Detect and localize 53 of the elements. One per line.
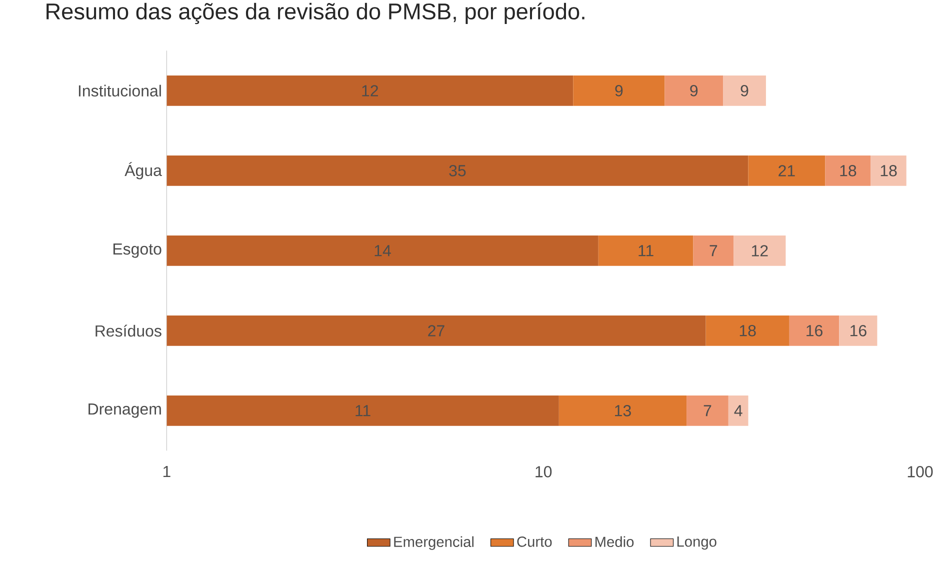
bar [686, 395, 728, 426]
data-label: 12 [752, 245, 768, 256]
data-label: 13 [615, 405, 631, 416]
data-label: 9 [615, 85, 623, 96]
chart-title: Resumo das ações da revisão do PMSB, por período. [46, 2, 584, 24]
data-label: 18 [740, 325, 756, 336]
x-tick-label: 100 [908, 466, 933, 478]
bar [166, 235, 598, 266]
data-label: 7 [710, 245, 718, 256]
y-tick-label: Resíduos [96, 324, 162, 337]
y-tick-label: Água [124, 162, 162, 180]
data-label: 14 [374, 245, 391, 256]
bar [598, 235, 694, 266]
data-label: 11 [638, 245, 654, 256]
data-label: 16 [806, 325, 822, 336]
data-label: 16 [850, 325, 866, 336]
bar [870, 155, 906, 186]
bar [723, 75, 766, 106]
legend-label: Medio [596, 536, 634, 548]
data-label: 21 [778, 165, 795, 176]
bar [693, 235, 734, 266]
data-label: 9 [740, 85, 748, 96]
bar [573, 75, 665, 106]
bar [664, 75, 724, 106]
data-label: 18 [840, 165, 856, 176]
data-label: 35 [449, 165, 466, 176]
legend-label: Curto [517, 536, 552, 547]
bar [734, 235, 786, 266]
bar [166, 155, 748, 186]
data-label: 18 [880, 165, 897, 176]
data-label: 12 [362, 85, 378, 96]
bar [748, 155, 826, 186]
legend-label: Longo [677, 536, 716, 550]
bar [558, 395, 687, 426]
bar [825, 155, 871, 186]
data-label: 27 [428, 325, 444, 336]
y-tick-label: Esgoto [113, 244, 162, 258]
data-label: 11 [356, 405, 370, 416]
x-tick-label: 1 [163, 466, 170, 478]
legend-label: Emergencial [394, 536, 474, 550]
y-tick-label: Drenagem [88, 404, 161, 418]
bar [728, 395, 748, 426]
bar [166, 395, 559, 426]
bar [166, 75, 574, 106]
bar [706, 315, 790, 346]
bar [166, 315, 706, 346]
data-label: 4 [734, 405, 742, 416]
bar [789, 315, 840, 346]
data-label: 7 [704, 405, 712, 416]
bar [839, 315, 878, 346]
data-label: 9 [690, 85, 698, 96]
x-tick-label: 10 [536, 466, 552, 478]
y-tick-label: Institucional [78, 84, 161, 97]
